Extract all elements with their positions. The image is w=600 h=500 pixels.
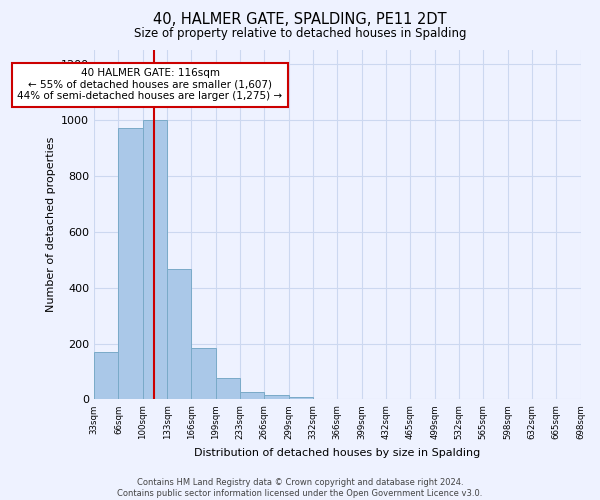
Bar [167, 270, 191, 400]
Bar [265, 395, 289, 400]
X-axis label: Distribution of detached houses by size in Spalding: Distribution of detached houses by size … [194, 448, 481, 458]
Text: 40, HALMER GATE, SPALDING, PE11 2DT: 40, HALMER GATE, SPALDING, PE11 2DT [153, 12, 447, 28]
Bar [215, 378, 240, 400]
Bar [143, 120, 167, 400]
Y-axis label: Number of detached properties: Number of detached properties [46, 137, 56, 312]
Bar [289, 396, 313, 400]
Bar [240, 392, 265, 400]
Text: Contains HM Land Registry data © Crown copyright and database right 2024.
Contai: Contains HM Land Registry data © Crown c… [118, 478, 482, 498]
Bar [118, 128, 143, 400]
Bar [191, 348, 215, 400]
Bar [94, 352, 118, 400]
Text: Size of property relative to detached houses in Spalding: Size of property relative to detached ho… [134, 28, 466, 40]
Text: 40 HALMER GATE: 116sqm
← 55% of detached houses are smaller (1,607)
44% of semi-: 40 HALMER GATE: 116sqm ← 55% of detached… [17, 68, 283, 102]
